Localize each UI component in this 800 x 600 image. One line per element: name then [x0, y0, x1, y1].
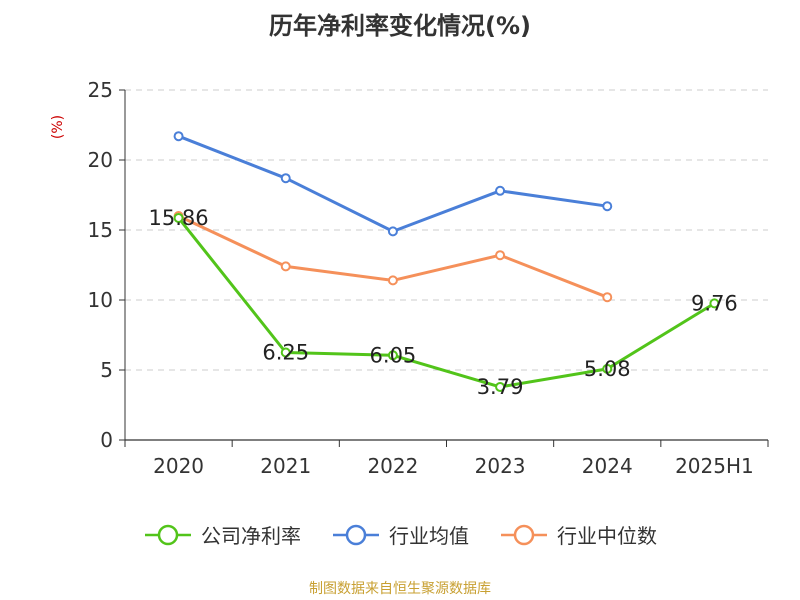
data-label: 6.25: [262, 341, 309, 365]
axes: 0 5 10 15 20 25 2020 2021 2022 2023 2024 2025H1: [88, 78, 769, 478]
legend-item[interactable]: 公司净利率: [143, 520, 301, 549]
data-label: 5.08: [584, 357, 631, 381]
legend-marker: [501, 524, 547, 545]
data-label: 6.05: [370, 343, 417, 367]
data-point: [280, 347, 291, 358]
legend-circle: [513, 524, 535, 545]
source-note: 制图数据来自恒生聚源数据库: [309, 581, 491, 597]
data-point: [495, 381, 506, 392]
series-lines: [173, 131, 720, 392]
legend-label: 行业均值: [389, 524, 469, 548]
y-tick-label: 25: [88, 78, 113, 102]
x-tick-label: 2022: [367, 454, 418, 478]
x-tick-label: 2023: [475, 454, 526, 478]
data-point: [495, 185, 506, 196]
y-tick-label: 10: [88, 288, 113, 312]
data-label: 3.79: [477, 375, 524, 399]
data-point: [280, 173, 291, 184]
data-point: [173, 131, 184, 142]
x-tick-label: 2025H1: [675, 454, 754, 478]
data-point: [387, 350, 398, 361]
data-point: [280, 261, 291, 272]
legend-circle: [157, 524, 179, 545]
legend-marker: [145, 524, 191, 545]
legend-circle: [345, 524, 367, 545]
x-tick-label: 2020: [153, 454, 204, 478]
y-tick-label: 20: [88, 148, 113, 172]
legend: 公司净利率 行业均值 行业中位数: [0, 520, 800, 549]
y-axis-label: (%): [50, 115, 66, 139]
x-tick-label: 2024: [582, 454, 633, 478]
data-point: [387, 275, 398, 286]
series-line: [178, 134, 608, 233]
data-point: [602, 201, 613, 212]
y-tick-label: 0: [100, 428, 113, 452]
legend-label: 行业中位数: [557, 524, 657, 548]
y-tick-label: 15: [88, 218, 113, 242]
data-point: [173, 212, 184, 223]
legend-item[interactable]: 行业均值: [331, 520, 469, 549]
data-point: [602, 363, 613, 374]
x-tick-label: 2021: [260, 454, 311, 478]
data-label: 15.86: [149, 206, 209, 230]
data-label: 9.76: [691, 291, 738, 315]
legend-label: 公司净利率: [201, 524, 301, 548]
y-tick-label: 5: [100, 358, 113, 382]
data-labels: 15.86 6.25 6.05 3.79 5.08 9.76: [149, 206, 738, 399]
legend-item[interactable]: 行业中位数: [499, 520, 657, 549]
data-point: [495, 250, 506, 261]
chart-title: 历年净利率变化情况(%): [269, 12, 531, 40]
data-point: [602, 292, 613, 303]
legend-marker: [333, 524, 379, 545]
data-point: [709, 298, 720, 309]
data-point: [387, 226, 398, 237]
series-line: [177, 217, 716, 389]
